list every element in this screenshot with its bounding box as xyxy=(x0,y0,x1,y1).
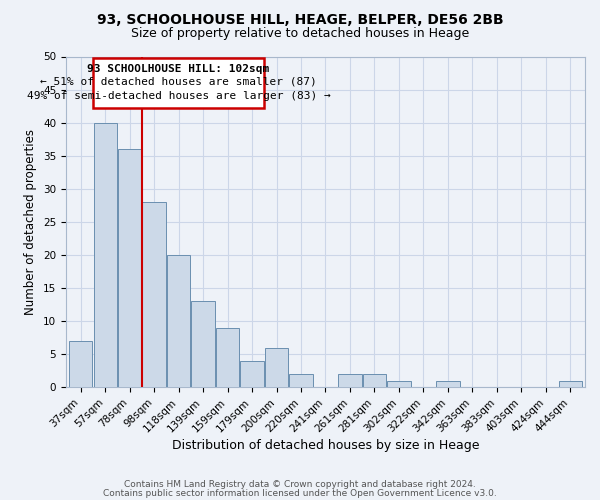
Text: 49% of semi-detached houses are larger (83) →: 49% of semi-detached houses are larger (… xyxy=(27,90,331,101)
Bar xyxy=(142,202,166,388)
Bar xyxy=(69,341,92,388)
Text: Size of property relative to detached houses in Heage: Size of property relative to detached ho… xyxy=(131,28,469,40)
Text: ← 51% of detached houses are smaller (87): ← 51% of detached houses are smaller (87… xyxy=(40,76,317,86)
Bar xyxy=(559,380,582,388)
Bar xyxy=(363,374,386,388)
Bar xyxy=(118,149,141,388)
Bar xyxy=(388,380,410,388)
Text: 93 SCHOOLHOUSE HILL: 102sqm: 93 SCHOOLHOUSE HILL: 102sqm xyxy=(88,64,270,74)
Bar xyxy=(191,302,215,388)
Y-axis label: Number of detached properties: Number of detached properties xyxy=(25,129,37,315)
Bar xyxy=(265,348,288,388)
Text: Contains HM Land Registry data © Crown copyright and database right 2024.: Contains HM Land Registry data © Crown c… xyxy=(124,480,476,489)
Text: 93, SCHOOLHOUSE HILL, HEAGE, BELPER, DE56 2BB: 93, SCHOOLHOUSE HILL, HEAGE, BELPER, DE5… xyxy=(97,12,503,26)
Bar xyxy=(94,122,117,388)
FancyBboxPatch shape xyxy=(94,58,264,108)
X-axis label: Distribution of detached houses by size in Heage: Distribution of detached houses by size … xyxy=(172,440,479,452)
Bar xyxy=(338,374,362,388)
Bar xyxy=(289,374,313,388)
Bar xyxy=(167,255,190,388)
Text: Contains public sector information licensed under the Open Government Licence v3: Contains public sector information licen… xyxy=(103,488,497,498)
Bar xyxy=(216,328,239,388)
Bar xyxy=(436,380,460,388)
Bar xyxy=(241,361,263,388)
